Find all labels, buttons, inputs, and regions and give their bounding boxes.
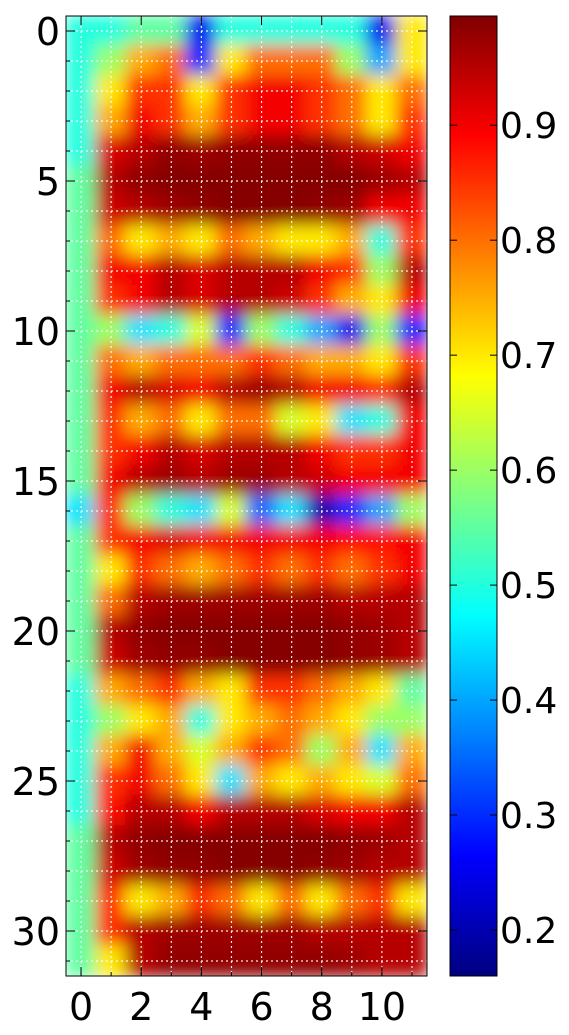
colorbar-tick-label: 0.6 (500, 451, 557, 492)
x-tick-label: 0 (69, 985, 93, 1029)
y-tick-label: 15 (12, 460, 60, 504)
y-tick-label: 10 (12, 310, 60, 354)
plot-frame (65, 15, 428, 977)
colorbar-tick-label: 0.8 (500, 221, 557, 262)
x-tick-label: 8 (310, 985, 334, 1029)
colorbar-tick-label: 0.3 (500, 796, 557, 837)
plot-area (66, 16, 427, 976)
colorbar-tick-label: 0.9 (500, 106, 557, 147)
y-tick-label: 20 (12, 610, 60, 654)
heatmap-cells (66, 16, 427, 976)
colorbar-tick-label: 0.7 (500, 336, 557, 377)
colorbar-tick-label: 0.4 (500, 681, 557, 722)
colorbar-ticks: 0.2 0.3 0.4 0.5 0.6 0.7 0.8 0.9 (450, 106, 557, 952)
y-tick-label: 30 (12, 910, 60, 954)
colorbar-tick-label: 0.2 (500, 911, 557, 952)
colorbar-fill (449, 15, 498, 977)
colorbar-tick-label: 0.5 (500, 566, 557, 607)
x-axis: 0 2 4 6 8 10 (69, 16, 413, 1029)
x-tick-label: 4 (189, 985, 213, 1029)
x-tick-label: 10 (358, 985, 406, 1029)
y-tick-label: 25 (12, 760, 60, 804)
x-tick-label: 2 (129, 985, 153, 1029)
grid-lines (66, 16, 427, 976)
y-tick-label: 5 (36, 160, 60, 204)
y-axis: 0 5 10 15 20 25 30 (12, 10, 427, 962)
y-tick-label: 0 (36, 10, 60, 54)
colorbar: 0.2 0.3 0.4 0.5 0.6 0.7 0.8 0.9 (449, 15, 557, 977)
x-tick-label: 6 (249, 985, 273, 1029)
